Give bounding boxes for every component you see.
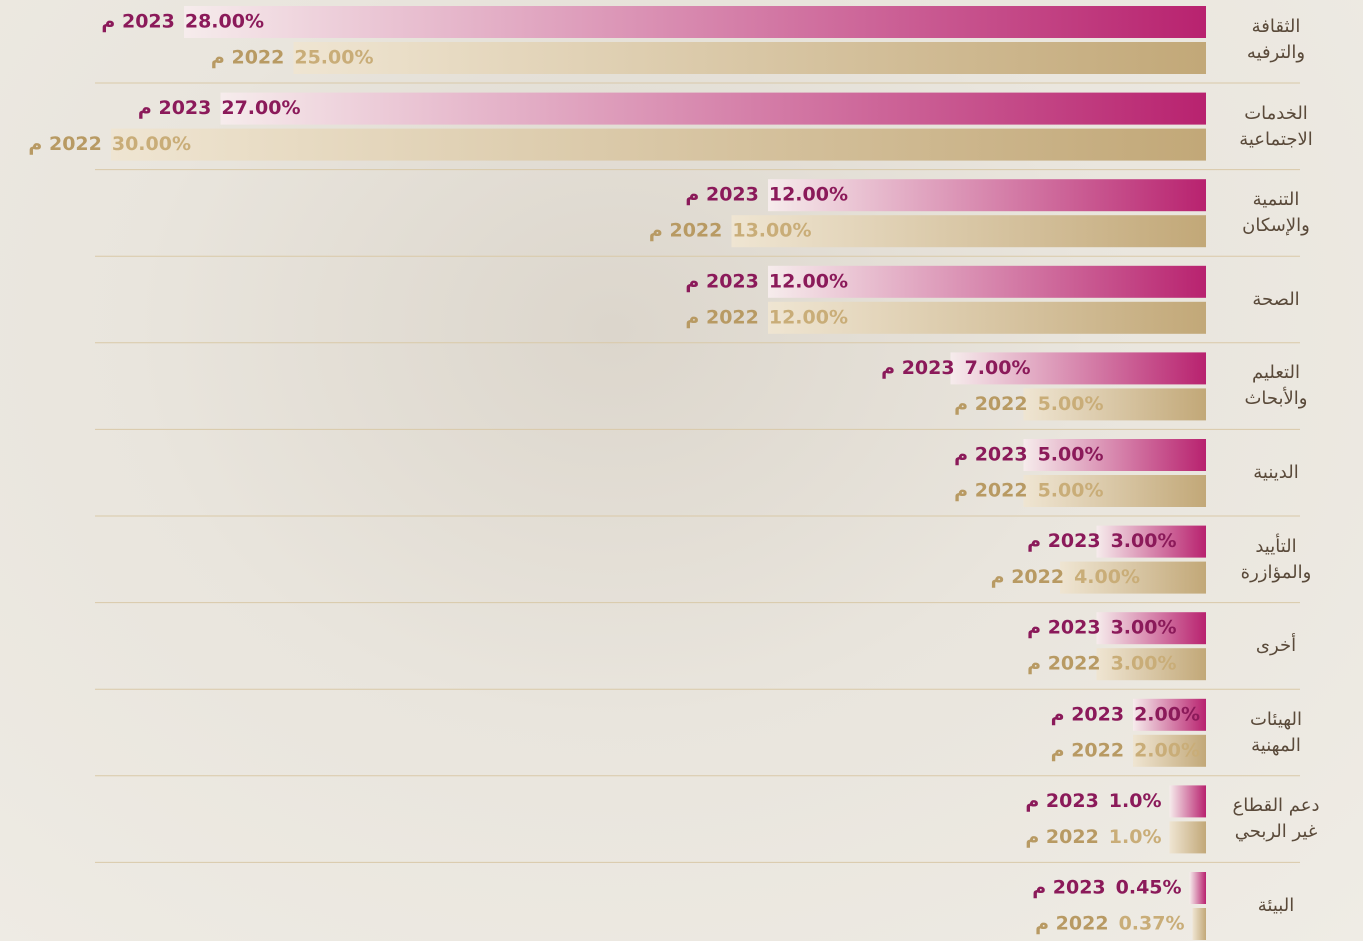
- bar: [1192, 908, 1206, 940]
- category-label: التعليم والأبحاث: [1224, 360, 1328, 412]
- category-label: الصحة: [1224, 287, 1328, 313]
- category-label: التنمية والإسكان: [1224, 187, 1328, 239]
- series-label: 2022 م: [1035, 913, 1108, 935]
- value-label: 1.0%: [1109, 826, 1162, 848]
- series-label: 2022 م: [954, 393, 1027, 415]
- value-label: 7.00%: [965, 357, 1031, 379]
- chart: 28.00% 2023 م 25.00% 2022 م 27.00% 2023 م 30.0…: [0, 0, 1363, 941]
- value-label: 12.00%: [769, 184, 848, 206]
- series-label: 2022 م: [991, 566, 1064, 588]
- value-label: 12.00%: [769, 270, 848, 292]
- value-label: 3.00%: [1111, 530, 1177, 552]
- series-label: 2023 م: [1025, 790, 1098, 812]
- series-label: 2023 م: [685, 270, 758, 292]
- plot: 28.00% 2023 م 25.00% 2022 م 27.00% 2023 م 30.0…: [0, 0, 1363, 941]
- value-label: 30.00%: [112, 133, 191, 155]
- bar: [1170, 821, 1207, 853]
- value-label: 0.45%: [1116, 877, 1182, 899]
- bar: [111, 129, 1206, 161]
- value-label: 5.00%: [1038, 444, 1104, 466]
- series-label: 2022 م: [954, 480, 1027, 502]
- bar: [294, 42, 1207, 74]
- value-label: 1.0%: [1109, 790, 1162, 812]
- series-label: 2022 م: [211, 47, 284, 69]
- series-label: 2022 م: [1051, 739, 1124, 761]
- value-label: 4.00%: [1074, 566, 1140, 588]
- value-label: 0.37%: [1119, 913, 1185, 935]
- value-label: 3.00%: [1111, 653, 1177, 675]
- category-label: الدينية: [1224, 460, 1328, 486]
- category-label: الثقافة والترفيه: [1224, 14, 1328, 66]
- value-label: 2.00%: [1134, 739, 1200, 761]
- series-label: 2023 م: [881, 357, 954, 379]
- value-label: 13.00%: [732, 220, 811, 242]
- series-label: 2023 م: [1027, 530, 1100, 552]
- value-label: 5.00%: [1038, 393, 1104, 415]
- series-label: 2023 م: [1027, 617, 1100, 639]
- series-label: 2023 م: [685, 184, 758, 206]
- value-label: 2.00%: [1134, 703, 1200, 725]
- category-label: دعم القطاع غير الربحي: [1224, 793, 1328, 845]
- series-label: 2022 م: [1025, 826, 1098, 848]
- value-label: 3.00%: [1111, 617, 1177, 639]
- bar: [1170, 785, 1207, 817]
- bar: [184, 6, 1206, 38]
- series-label: 2022 م: [649, 220, 722, 242]
- category-label: الهيئات المهنية: [1224, 707, 1328, 759]
- value-label: 12.00%: [769, 306, 848, 328]
- category-label: البيئة: [1224, 893, 1328, 919]
- bar: [221, 93, 1207, 125]
- series-label: 2023 م: [101, 11, 174, 33]
- series-label: 2023 م: [138, 97, 211, 119]
- series-label: 2023 م: [954, 444, 1027, 466]
- series-label: 2022 م: [1027, 653, 1100, 675]
- category-label: الخدمات الاجتماعية: [1224, 101, 1328, 153]
- value-label: 25.00%: [294, 47, 373, 69]
- value-label: 27.00%: [221, 97, 300, 119]
- bar: [1190, 872, 1206, 904]
- category-label: التأييد والمؤازرة: [1224, 534, 1328, 586]
- value-label: 5.00%: [1038, 480, 1104, 502]
- series-label: 2023 م: [1032, 877, 1105, 899]
- series-label: 2022 م: [28, 133, 101, 155]
- category-label: أخرى: [1224, 633, 1328, 659]
- series-label: 2023 م: [1051, 703, 1124, 725]
- value-label: 28.00%: [185, 11, 264, 33]
- series-label: 2022 م: [685, 306, 758, 328]
